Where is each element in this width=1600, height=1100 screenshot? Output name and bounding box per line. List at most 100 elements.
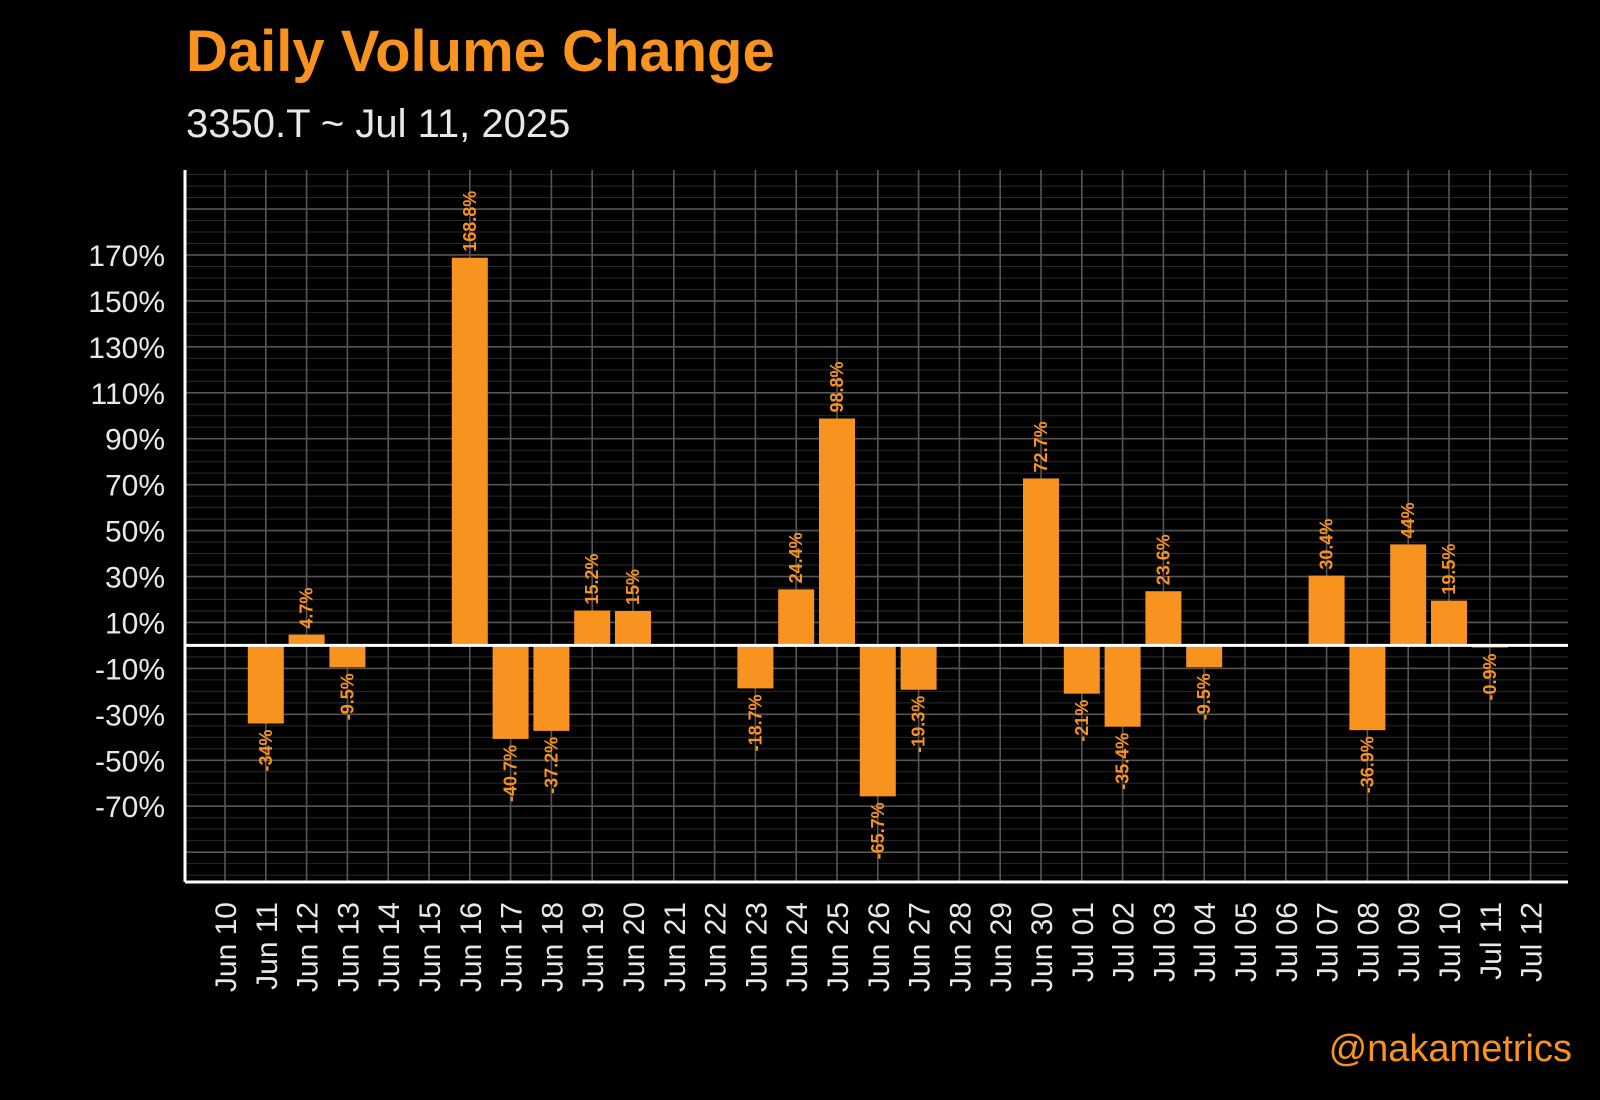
x-tick-label: Jun 28 <box>944 902 977 992</box>
x-tick-label: Jul 09 <box>1393 902 1426 982</box>
data-label: -0.9% <box>1480 653 1500 700</box>
watermark: @nakametrics <box>1328 1028 1572 1070</box>
data-label: -9.5% <box>1194 673 1214 720</box>
x-tick-label: Jul 04 <box>1189 902 1222 982</box>
bar <box>492 645 529 739</box>
x-tick-label: Jul 05 <box>1230 902 1263 982</box>
y-tick-label: 30% <box>105 562 165 595</box>
x-tick-label: Jun 17 <box>496 902 529 992</box>
x-tick-label: Jun 25 <box>822 902 855 992</box>
data-label: 98.8% <box>827 361 847 412</box>
bar <box>1390 544 1427 646</box>
y-tick-label: 70% <box>105 470 165 503</box>
data-label: -9.5% <box>337 673 357 720</box>
data-label: 15.2% <box>582 553 602 604</box>
bar <box>737 645 774 689</box>
data-label: 30.4% <box>1317 519 1337 570</box>
x-tick-label: Jun 23 <box>740 902 773 992</box>
x-tick-label: Jun 30 <box>1026 902 1059 992</box>
bar <box>1186 645 1223 668</box>
bar <box>533 645 570 731</box>
bar <box>329 645 366 668</box>
data-label: 23.6% <box>1153 534 1173 585</box>
data-label: 19.5% <box>1439 544 1459 595</box>
bar <box>900 645 937 690</box>
x-tick-label: Jun 27 <box>904 902 937 992</box>
bar <box>247 645 284 724</box>
y-tick-label: 150% <box>88 286 165 319</box>
data-label: 4.7% <box>297 588 317 629</box>
bar <box>819 418 855 646</box>
x-tick-label: Jun 21 <box>659 902 692 992</box>
y-tick-label: 10% <box>105 607 165 640</box>
bar <box>1104 645 1141 727</box>
y-tick-label: -50% <box>95 745 165 778</box>
bar <box>574 610 611 646</box>
y-tick-label: -70% <box>95 791 165 824</box>
axes <box>183 170 1568 884</box>
x-tick-label: Jul 06 <box>1271 902 1304 982</box>
x-tick-label: Jul 11 <box>1475 902 1508 980</box>
bar <box>615 610 651 646</box>
y-tick-labels: -70% -50% -30% -10% 10% 30% 50% 70% 90% 110% 130% 1… <box>88 240 165 824</box>
bar <box>778 589 815 646</box>
y-tick-label: 50% <box>105 516 165 549</box>
bar <box>1349 645 1386 731</box>
x-tick-label: Jun 29 <box>985 902 1018 992</box>
x-tick-label: Jul 03 <box>1148 902 1181 982</box>
data-label: 15% <box>623 569 643 605</box>
x-tick-label: Jun 12 <box>292 902 325 992</box>
x-tick-label: Jul 02 <box>1108 902 1141 982</box>
y-tick-label: -10% <box>95 653 165 686</box>
bar <box>1145 591 1182 646</box>
data-label: -40.7% <box>501 745 521 802</box>
x-tick-label: Jun 18 <box>536 902 569 992</box>
bar <box>1308 575 1345 646</box>
data-labels: -34% 4.7% -9.5% 168.8% -40.7% -37.2% 15.2% 15% -… <box>256 191 1500 860</box>
bar <box>451 257 488 646</box>
data-label: 24.4% <box>786 532 806 583</box>
data-label: -35.4% <box>1113 733 1133 790</box>
bar <box>288 634 325 646</box>
bar <box>1063 645 1100 694</box>
data-label: -21% <box>1072 700 1092 742</box>
x-tick-label: Jun 11 <box>251 902 284 990</box>
x-tick-label: Jun 10 <box>210 902 243 992</box>
x-tick-label: Jun 22 <box>700 902 733 992</box>
data-label: -34% <box>256 730 276 772</box>
bar <box>1023 478 1059 646</box>
x-tick-label: Jun 13 <box>332 902 365 992</box>
bar <box>859 645 896 797</box>
x-tick-label: Jun 16 <box>455 902 488 992</box>
x-tick-label: Jun 26 <box>863 902 896 992</box>
x-tick-label: Jun 20 <box>618 902 651 992</box>
bar-series <box>247 257 1508 797</box>
x-tick-label: Jun 15 <box>414 902 447 992</box>
x-tick-label: Jul 08 <box>1352 902 1385 982</box>
y-tick-label: 90% <box>105 424 165 457</box>
data-label: 44% <box>1398 502 1418 538</box>
data-label: -19.3% <box>909 696 929 753</box>
y-tick-label: 110% <box>90 378 165 411</box>
bar <box>1431 600 1467 646</box>
x-tick-label: Jul 10 <box>1434 902 1467 982</box>
x-tick-label: Jun 19 <box>577 902 610 992</box>
x-tick-label: Jun 24 <box>781 902 814 992</box>
chart-title: Daily Volume Change <box>186 19 775 84</box>
x-tick-label: Jul 01 <box>1067 902 1100 982</box>
data-label: -37.2% <box>541 737 561 794</box>
chart-subtitle: 3350.T ~ Jul 11, 2025 <box>186 102 571 146</box>
y-tick-label: -30% <box>95 699 165 732</box>
data-label: -18.7% <box>745 694 765 751</box>
x-tick-label: Jun 14 <box>373 902 406 992</box>
data-label: -36.9% <box>1357 736 1377 793</box>
data-label: 72.7% <box>1031 421 1051 472</box>
y-tick-label: 170% <box>88 240 165 273</box>
x-tick-labels: Jun 10 Jun 11 Jun 12 Jun 13 Jun 14 Jun 15 Jun … <box>210 902 1549 992</box>
x-tick-label: Jul 07 <box>1312 902 1345 982</box>
x-tick-label: Jul 12 <box>1516 902 1549 982</box>
data-label: -65.7% <box>868 802 888 859</box>
y-tick-label: 130% <box>88 332 165 365</box>
data-label: 168.8% <box>460 191 480 252</box>
